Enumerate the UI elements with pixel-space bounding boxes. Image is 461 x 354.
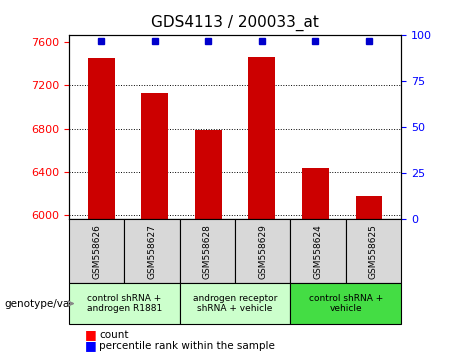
Text: genotype/variation: genotype/variation <box>5 298 104 309</box>
Text: GSM558624: GSM558624 <box>313 224 323 279</box>
Title: GDS4113 / 200033_at: GDS4113 / 200033_at <box>151 15 319 31</box>
Text: count: count <box>99 330 129 339</box>
Bar <box>195 130 222 219</box>
Bar <box>248 57 275 219</box>
Text: androgen receptor
shRNA + vehicle: androgen receptor shRNA + vehicle <box>193 294 278 313</box>
Text: ■: ■ <box>85 339 97 352</box>
Text: GSM558626: GSM558626 <box>92 224 101 279</box>
Text: GSM558625: GSM558625 <box>369 224 378 279</box>
Text: control shRNA +
vehicle: control shRNA + vehicle <box>308 294 383 313</box>
Text: percentile rank within the sample: percentile rank within the sample <box>99 341 275 351</box>
Bar <box>142 93 168 219</box>
Text: GSM558629: GSM558629 <box>258 224 267 279</box>
Text: ■: ■ <box>85 328 97 341</box>
Text: GSM558627: GSM558627 <box>148 224 157 279</box>
Bar <box>355 196 382 219</box>
Bar <box>88 58 115 219</box>
Text: GSM558628: GSM558628 <box>203 224 212 279</box>
Text: control shRNA +
androgen R1881: control shRNA + androgen R1881 <box>87 294 162 313</box>
Bar <box>302 167 329 219</box>
